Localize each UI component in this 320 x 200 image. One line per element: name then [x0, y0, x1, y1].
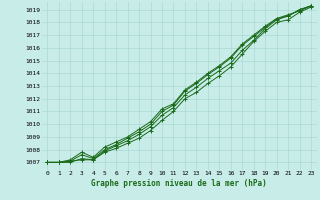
- X-axis label: Graphe pression niveau de la mer (hPa): Graphe pression niveau de la mer (hPa): [91, 179, 267, 188]
